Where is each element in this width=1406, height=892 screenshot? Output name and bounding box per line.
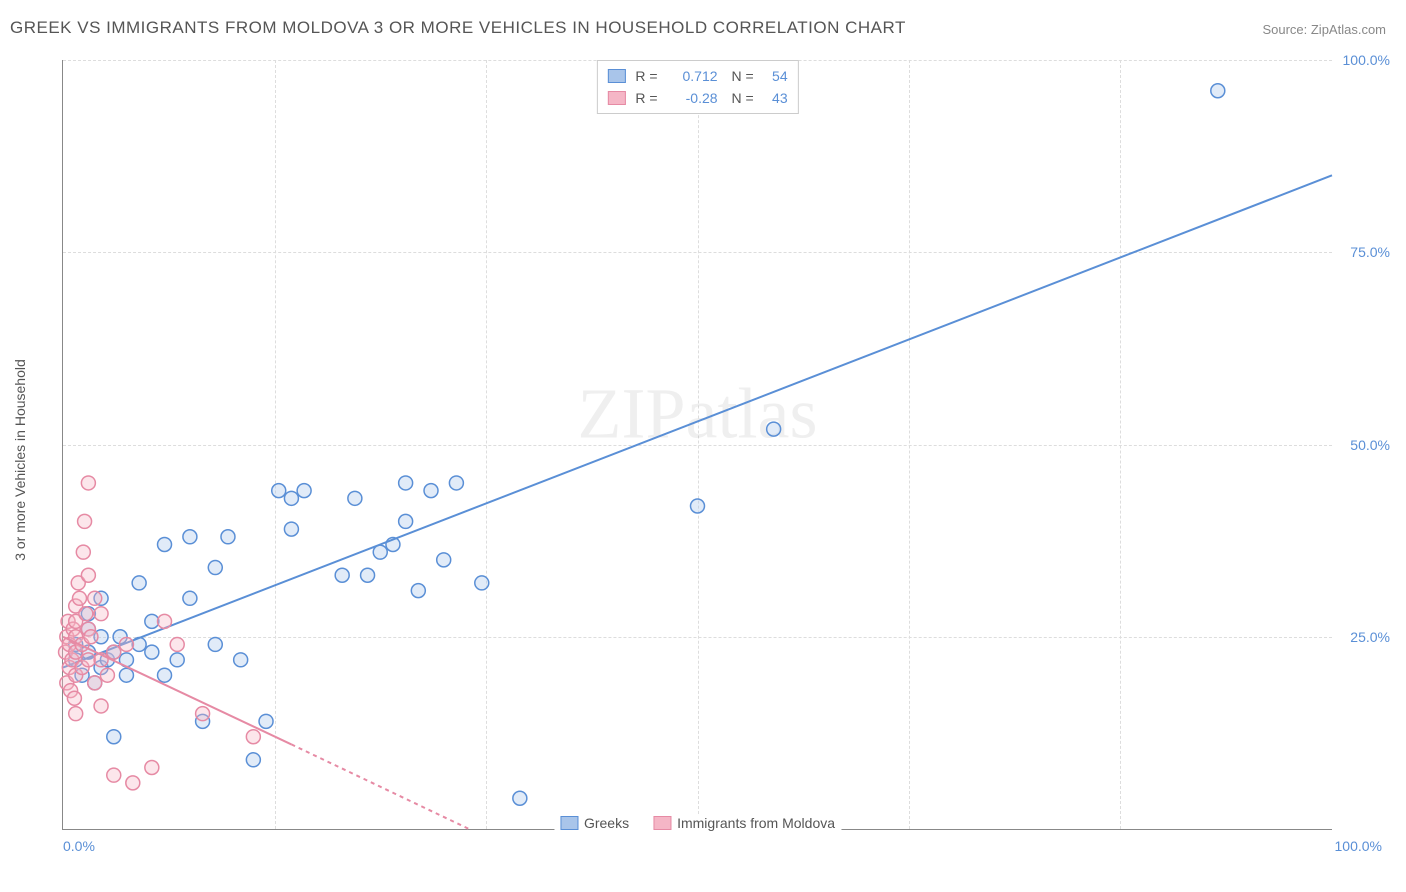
scatter-point [424,484,438,498]
scatter-point [691,499,705,513]
swatch-greeks [607,69,625,83]
chart-container: 3 or more Vehicles in Household ZIPatlas… [50,50,1390,870]
plot-area: ZIPatlas 25.0% 50.0% 75.0% 100.0% 0.0% 1… [62,60,1332,830]
scatter-point [145,760,159,774]
source-attribution: Source: ZipAtlas.com [1262,22,1386,37]
scatter-point [437,553,451,567]
scatter-point [132,576,146,590]
scatter-point [335,568,349,582]
scatter-point [84,630,98,644]
scatter-point [183,530,197,544]
scatter-point [284,491,298,505]
scatter-point [475,576,489,590]
scatter-point [119,668,133,682]
scatter-point [259,714,273,728]
n-label: N = [728,90,754,106]
y-axis-label: 3 or more Vehicles in Household [12,359,28,561]
scatter-point [158,614,172,628]
scatter-point [411,584,425,598]
scatter-point [208,637,222,651]
r-label: R = [635,68,657,84]
scatter-point [208,561,222,575]
scatter-point [158,668,172,682]
scatter-point [399,476,413,490]
scatter-point [107,645,121,659]
scatter-point [183,591,197,605]
scatter-point [513,791,527,805]
scatter-point [94,607,108,621]
scatter-point [272,484,286,498]
scatter-point [158,537,172,551]
ytick-label: 25.0% [1335,629,1390,645]
scatter-point [361,568,375,582]
ytick-label: 75.0% [1335,244,1390,260]
scatter-point [284,522,298,536]
xtick-min-label: 0.0% [63,838,95,854]
scatter-point [297,484,311,498]
scatter-point [399,514,413,528]
scatter-point [449,476,463,490]
scatter-point [69,707,83,721]
legend-row-moldova: R = -0.28 N = 43 [607,87,787,109]
scatter-point [126,776,140,790]
r-value-moldova: -0.28 [664,90,718,106]
chart-title: GREEK VS IMMIGRANTS FROM MOLDOVA 3 OR MO… [10,18,906,38]
scatter-point [170,637,184,651]
regression-line-extrapolated [291,744,469,829]
legend-row-greeks: R = 0.712 N = 54 [607,65,787,87]
scatter-point [221,530,235,544]
swatch-moldova [607,91,625,105]
scatter-point [78,514,92,528]
scatter-point [107,768,121,782]
scatter-point [348,491,362,505]
scatter-point [79,607,93,621]
scatter-point [145,645,159,659]
xtick-max-label: 100.0% [1335,838,1382,854]
scatter-point [81,568,95,582]
regression-line [63,175,1332,667]
scatter-point [88,676,102,690]
ytick-label: 50.0% [1335,437,1390,453]
r-label: R = [635,90,657,106]
n-value-moldova: 43 [760,90,788,106]
scatter-point [246,753,260,767]
r-value-greeks: 0.712 [664,68,718,84]
n-label: N = [728,68,754,84]
scatter-point [234,653,248,667]
scatter-point [119,637,133,651]
scatter-point [73,591,87,605]
scatter-point [767,422,781,436]
scatter-point [145,614,159,628]
scatter-point [107,730,121,744]
scatter-point [196,707,210,721]
scatter-point [76,545,90,559]
scatter-point [88,591,102,605]
scatter-point [1211,84,1225,98]
n-value-greeks: 54 [760,68,788,84]
correlation-legend: R = 0.712 N = 54 R = -0.28 N = 43 [596,60,798,114]
scatter-point [67,691,81,705]
ytick-label: 100.0% [1335,52,1390,68]
scatter-point [81,476,95,490]
scatter-svg [63,60,1332,829]
scatter-point [81,653,95,667]
scatter-point [170,653,184,667]
scatter-point [94,699,108,713]
scatter-point [246,730,260,744]
scatter-point [100,668,114,682]
